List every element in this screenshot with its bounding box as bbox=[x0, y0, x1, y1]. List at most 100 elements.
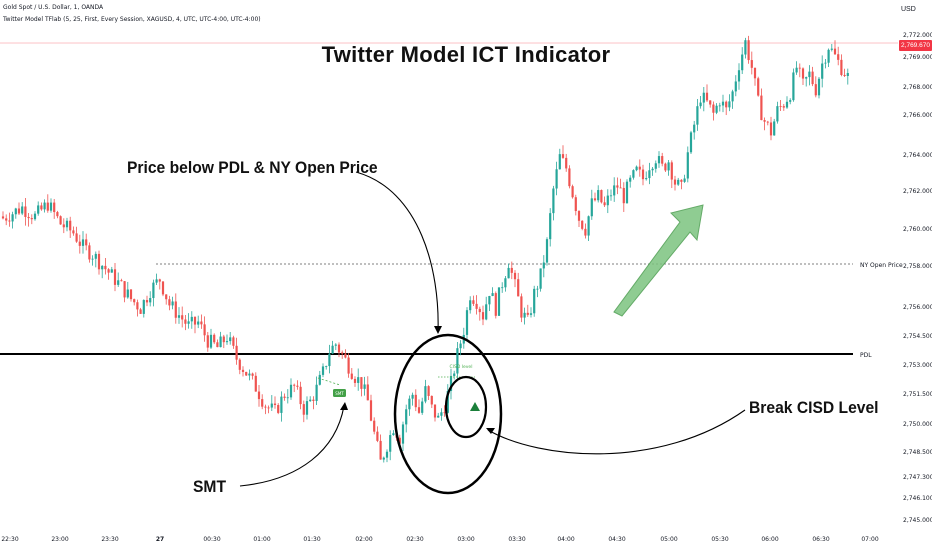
candle-body bbox=[273, 403, 277, 406]
cisd-break-triangle bbox=[470, 402, 480, 411]
candle-body bbox=[376, 431, 379, 441]
chart-title: Twitter Model ICT Indicator bbox=[321, 42, 611, 67]
candle-body bbox=[443, 412, 446, 414]
candle-body bbox=[565, 157, 568, 169]
candle-body bbox=[821, 63, 824, 79]
candle-body bbox=[494, 293, 497, 316]
candle-body bbox=[686, 152, 689, 179]
candle-body bbox=[366, 384, 369, 401]
candle-body bbox=[725, 101, 728, 108]
candle-body bbox=[168, 299, 171, 306]
candle-body bbox=[129, 289, 133, 300]
candle-body bbox=[209, 334, 213, 348]
candle-body bbox=[683, 178, 686, 182]
candle-body bbox=[235, 345, 238, 360]
y-tick-label: 2,768.000 bbox=[903, 84, 932, 91]
candle-body bbox=[449, 375, 453, 392]
y-tick-label: 2,750.000 bbox=[903, 421, 932, 428]
candle-body bbox=[107, 269, 110, 273]
candle-body bbox=[744, 40, 747, 55]
candle-body bbox=[337, 344, 341, 353]
candle-body bbox=[501, 287, 504, 289]
candle-body bbox=[136, 302, 139, 310]
candle-body bbox=[654, 163, 657, 169]
candle-body bbox=[433, 404, 437, 418]
candle-body bbox=[709, 100, 712, 105]
candle-body bbox=[123, 281, 126, 298]
candle-body bbox=[414, 394, 417, 408]
candle-body bbox=[837, 54, 840, 60]
candle-body bbox=[430, 395, 433, 405]
candle-body bbox=[571, 186, 574, 198]
candle-body bbox=[14, 208, 17, 215]
candle-body bbox=[427, 386, 430, 396]
indicator-line: Twitter Model TFlab (5, 25, First, Every… bbox=[3, 16, 261, 23]
candle-body bbox=[299, 386, 302, 405]
candle-body bbox=[145, 300, 149, 303]
y-tick-label: 2,769.000 bbox=[903, 54, 932, 61]
candle-body bbox=[254, 375, 257, 392]
candle-body bbox=[267, 407, 270, 409]
candle-body bbox=[328, 353, 331, 367]
candle-body bbox=[174, 301, 177, 318]
candle-body bbox=[533, 288, 536, 314]
candle-body bbox=[8, 220, 11, 222]
candle-body bbox=[408, 398, 411, 410]
candle-body bbox=[24, 206, 27, 217]
candle-body bbox=[257, 391, 261, 400]
smt-badge bbox=[333, 389, 346, 397]
candle-body bbox=[814, 84, 817, 96]
candle-body bbox=[21, 206, 24, 214]
candle-body bbox=[229, 337, 232, 342]
candle-body bbox=[453, 373, 456, 376]
candle-body bbox=[213, 334, 216, 343]
candle-body bbox=[712, 104, 715, 113]
candle-body bbox=[485, 304, 488, 320]
candle-body bbox=[753, 67, 757, 79]
candle-body bbox=[392, 433, 395, 436]
candle-body bbox=[718, 105, 721, 107]
candle-body bbox=[69, 220, 72, 231]
candle-body bbox=[190, 316, 193, 322]
x-tick-label: 03:30 bbox=[508, 536, 525, 543]
candle-body bbox=[465, 310, 469, 335]
candle-body bbox=[225, 341, 229, 343]
candle-body bbox=[584, 228, 587, 236]
candle-body bbox=[459, 343, 462, 349]
candle-body bbox=[5, 218, 8, 221]
candle-body bbox=[171, 301, 174, 306]
x-tick-label: 07:00 bbox=[861, 536, 878, 543]
candle-body bbox=[382, 457, 385, 460]
x-tick-label: 03:00 bbox=[457, 536, 474, 543]
zone-circle-large bbox=[393, 333, 503, 495]
candle-body bbox=[56, 212, 59, 217]
candle-body bbox=[46, 202, 49, 211]
candle-body bbox=[510, 267, 513, 273]
candle-body bbox=[78, 241, 81, 246]
candle-body bbox=[53, 202, 56, 213]
candle-body bbox=[440, 412, 443, 416]
candle-body bbox=[696, 106, 699, 125]
candle-body bbox=[158, 279, 161, 282]
x-tick-label: 00:30 bbox=[203, 536, 220, 543]
candle-body bbox=[11, 214, 14, 222]
candle-body bbox=[446, 391, 449, 413]
candle-body bbox=[472, 300, 475, 304]
candle-body bbox=[37, 205, 40, 214]
candle-body bbox=[657, 156, 661, 164]
candle-body bbox=[478, 308, 481, 313]
candle-body bbox=[27, 216, 30, 219]
arrowhead-break-cisd bbox=[486, 428, 495, 434]
candle-body bbox=[325, 366, 328, 367]
candle-body bbox=[843, 74, 846, 77]
candle-body bbox=[110, 269, 113, 273]
y-tick-label: 2,758.000 bbox=[903, 263, 932, 270]
candle-body bbox=[88, 245, 91, 260]
candle-body bbox=[161, 281, 165, 295]
y-tick-label: 2,766.000 bbox=[903, 112, 932, 119]
candle-body bbox=[424, 386, 427, 402]
candle-body bbox=[379, 440, 382, 460]
smt-badge-text: SMT bbox=[335, 391, 344, 396]
candle-body bbox=[552, 188, 555, 214]
